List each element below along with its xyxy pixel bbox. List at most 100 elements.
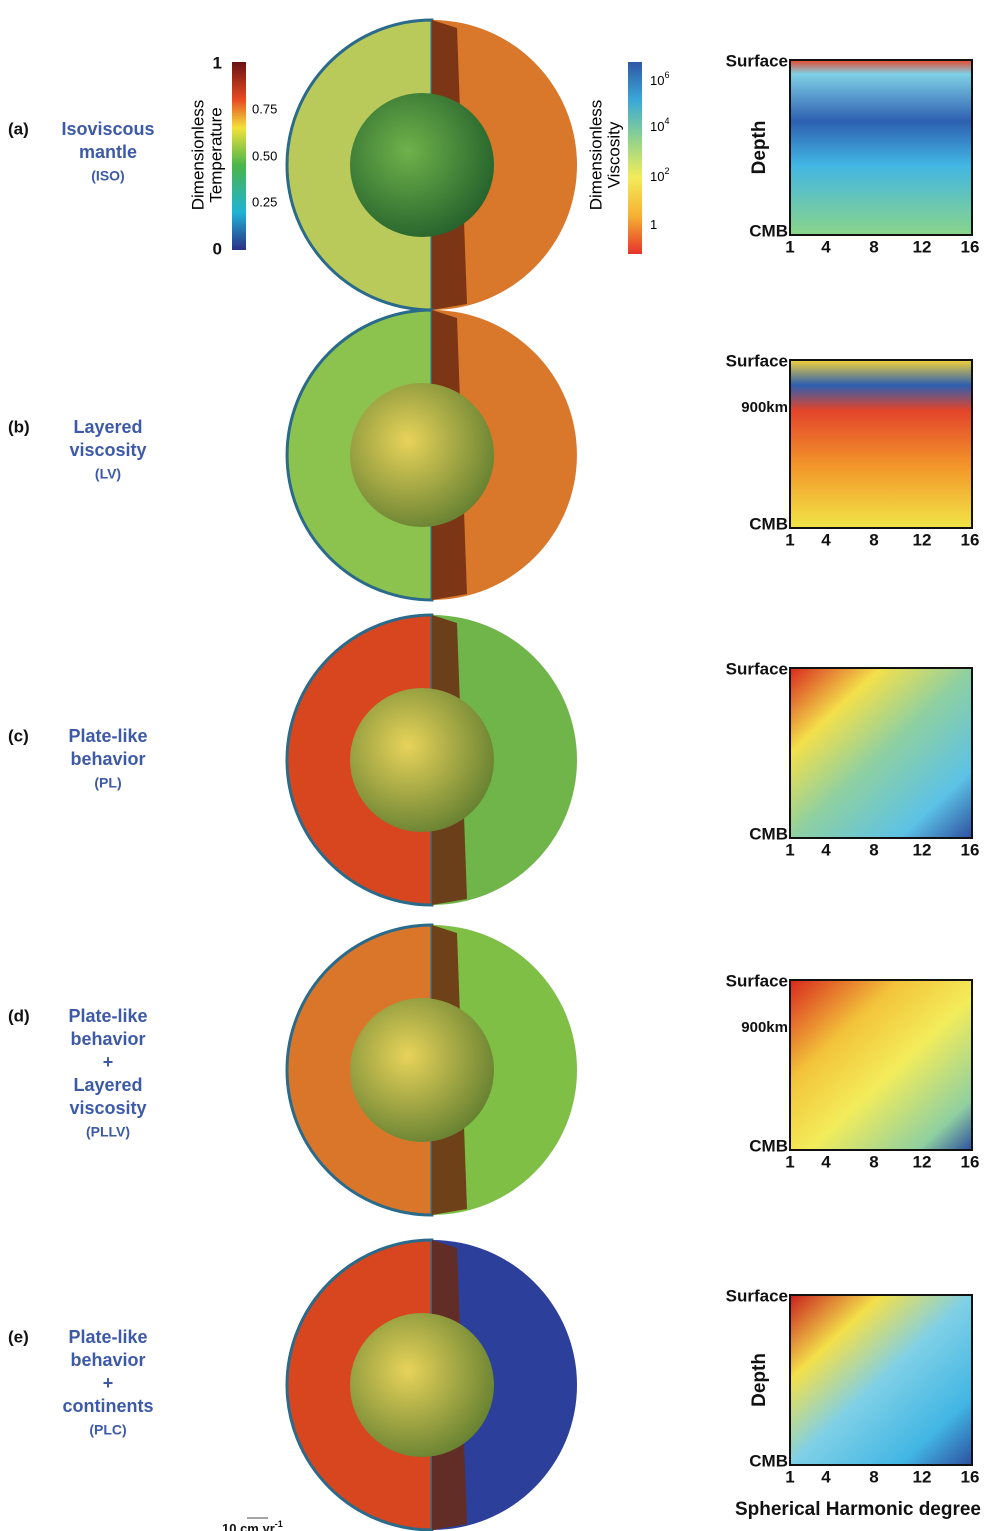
x-tick-label: 8 — [869, 1467, 878, 1486]
x-tick-label: 1 — [785, 1467, 794, 1486]
sphere-surface — [432, 1240, 577, 1530]
x-tick-label: 8 — [869, 1152, 878, 1171]
colorbar-title: Viscosity — [604, 121, 623, 188]
y-top-label: Surface — [726, 1286, 788, 1305]
x-tick-label: 4 — [821, 530, 831, 549]
x-tick-label: 12 — [913, 237, 932, 256]
model-abbr: (PLLV) — [86, 1124, 130, 1140]
colorbar-title: Dimensionless — [586, 100, 605, 211]
colorbar-tick: 0 — [213, 239, 222, 258]
colorbar-tick: 0.75 — [252, 101, 277, 116]
model-abbr: (ISO) — [91, 168, 124, 184]
model-name: + — [103, 1373, 114, 1393]
y-axis-label: Depth — [749, 1353, 770, 1407]
y-axis-label: Depth — [749, 121, 770, 175]
x-tick-label: 1 — [785, 840, 794, 859]
panel-letter: (a) — [8, 119, 29, 138]
tick-exp: 6 — [664, 70, 669, 80]
colorbar-tick: 104 — [650, 116, 669, 134]
y-top-label: Surface — [726, 659, 788, 678]
model-name: mantle — [79, 142, 137, 162]
spectrum-map — [789, 359, 973, 529]
tick-base: 1 — [650, 217, 657, 232]
model-name: Isoviscous — [61, 119, 154, 139]
sphere-core — [350, 383, 494, 527]
model-name: behavior — [70, 1350, 145, 1370]
model-abbr: (LV) — [95, 466, 121, 482]
model-name: Plate-like — [68, 1327, 147, 1347]
x-tick-label: 4 — [821, 840, 831, 859]
y-mid-label: 900km — [741, 399, 788, 416]
tick-base: 10 — [650, 73, 664, 88]
x-tick-label: 12 — [913, 840, 932, 859]
spectrum-map — [789, 979, 973, 1151]
x-tick-label: 8 — [869, 237, 878, 256]
model-abbr: (PL) — [94, 775, 121, 791]
x-tick-label: 4 — [821, 237, 831, 256]
colorbar-tick: 106 — [650, 70, 669, 88]
model-name: behavior — [70, 1029, 145, 1049]
x-tick-label: 16 — [961, 1467, 980, 1486]
y-bottom-label: CMB — [749, 514, 788, 533]
sphere-core — [350, 93, 494, 237]
x-tick-label: 4 — [821, 1467, 831, 1486]
x-tick-label: 16 — [961, 840, 980, 859]
scale-exp: -1 — [275, 1519, 283, 1529]
colorbar-tick: 0.50 — [252, 148, 277, 163]
sphere-core — [350, 998, 494, 1142]
x-tick-label: 1 — [785, 1152, 794, 1171]
y-mid-label: 900km — [741, 1019, 788, 1036]
panel-letter: (b) — [8, 417, 30, 436]
x-tick-label: 16 — [961, 530, 980, 549]
model-name: behavior — [70, 749, 145, 769]
tick-base: 10 — [650, 119, 664, 134]
sphere-core — [350, 688, 494, 832]
panel-letter: (e) — [8, 1327, 29, 1346]
x-tick-label: 4 — [821, 1152, 831, 1171]
sphere-core — [350, 1313, 494, 1457]
model-name: viscosity — [69, 1098, 146, 1118]
spectrum-map — [789, 667, 973, 839]
sphere-surface — [432, 615, 577, 905]
model-name: Plate-like — [68, 726, 147, 746]
x-tick-label: 12 — [913, 530, 932, 549]
model-name: Layered — [73, 1075, 142, 1095]
y-bottom-label: CMB — [749, 1136, 788, 1155]
x-tick-label: 1 — [785, 530, 794, 549]
model-name: Plate-like — [68, 1006, 147, 1026]
y-bottom-label: CMB — [749, 824, 788, 843]
panel-letter: (d) — [8, 1006, 30, 1025]
x-tick-label: 1 — [785, 237, 794, 256]
colorbar-tick: 1 — [650, 217, 657, 232]
y-bottom-label: CMB — [749, 1451, 788, 1470]
sphere-surface — [432, 925, 577, 1215]
tick-base: 10 — [650, 169, 664, 184]
sphere-surface — [432, 310, 577, 600]
colorbar-tick: 0.25 — [252, 194, 277, 209]
model-name: continents — [62, 1396, 153, 1416]
viscosity-colorbar — [628, 62, 642, 254]
x-tick-label: 12 — [913, 1152, 932, 1171]
model-name: viscosity — [69, 440, 146, 460]
sphere-surface — [432, 20, 577, 310]
x-tick-label: 12 — [913, 1467, 932, 1486]
y-top-label: Surface — [726, 971, 788, 990]
colorbar-tick: 102 — [650, 166, 669, 184]
x-tick-label: 8 — [869, 840, 878, 859]
tick-exp: 4 — [664, 116, 669, 126]
y-bottom-label: CMB — [749, 221, 788, 240]
model-name: + — [103, 1052, 114, 1072]
y-top-label: Surface — [726, 51, 788, 70]
colorbar-tick: 1 — [213, 53, 222, 72]
panel-letter: (c) — [8, 726, 29, 745]
spectrum-map — [789, 59, 973, 236]
tick-exp: 2 — [664, 166, 669, 176]
model-abbr: (PLC) — [89, 1422, 126, 1438]
spectrum-map — [789, 1294, 973, 1466]
colorbar-title: Dimensionless — [188, 100, 207, 211]
scale-label: 10 cm.yr-1 — [222, 1519, 283, 1531]
x-tick-label: 16 — [961, 1152, 980, 1171]
x-tick-label: 16 — [961, 237, 980, 256]
colorbar-title: Temperature — [206, 107, 225, 202]
